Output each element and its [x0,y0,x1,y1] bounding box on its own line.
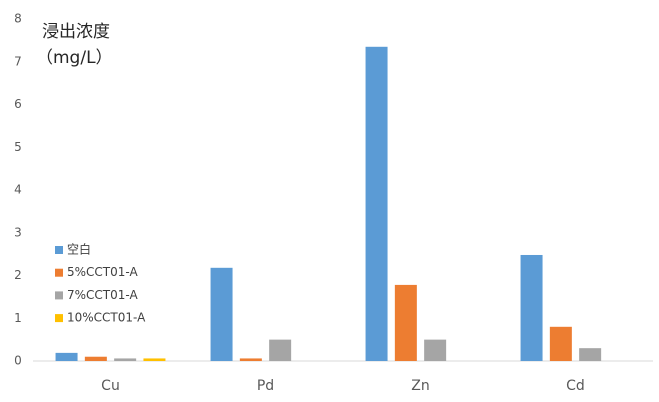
bar [549,326,572,361]
x-tick-label: Zn [411,378,429,394]
legend-label: 5%CCT01-A [67,265,138,279]
bar [520,254,543,361]
legend-swatch [55,246,63,254]
bar [210,267,233,361]
y-axis-label: 浸出浓度 [42,22,110,42]
bar [84,356,107,361]
bar [143,358,166,361]
bar [424,339,447,361]
y-tick-label: 8 [14,12,22,26]
y-tick-label: 5 [14,140,22,154]
x-tick-label: Cu [101,378,120,394]
bar [365,46,388,361]
y-tick-label: 3 [14,225,22,239]
y-axis-label: （mg/L） [36,48,113,68]
y-tick-label: 4 [14,183,22,197]
x-tick-label: Cd [566,378,585,394]
bar [239,358,262,361]
bar [114,358,137,361]
legend-label: 7%CCT01-A [67,288,138,302]
legend-swatch [55,291,63,300]
y-tick-label: 2 [14,268,22,282]
bar [579,348,602,361]
bar [55,352,78,361]
legend-label: 10%CCT01-A [67,311,146,325]
y-tick-label: 1 [14,311,22,325]
bar [269,339,292,361]
y-tick-label: 0 [14,354,22,368]
legend-label: 空白 [67,242,91,257]
legend-swatch [55,268,63,277]
y-tick-label: 6 [14,97,22,111]
x-tick-label: Pd [257,378,274,394]
bar [394,284,417,361]
legend-swatch [55,314,63,323]
y-tick-label: 7 [14,54,22,68]
